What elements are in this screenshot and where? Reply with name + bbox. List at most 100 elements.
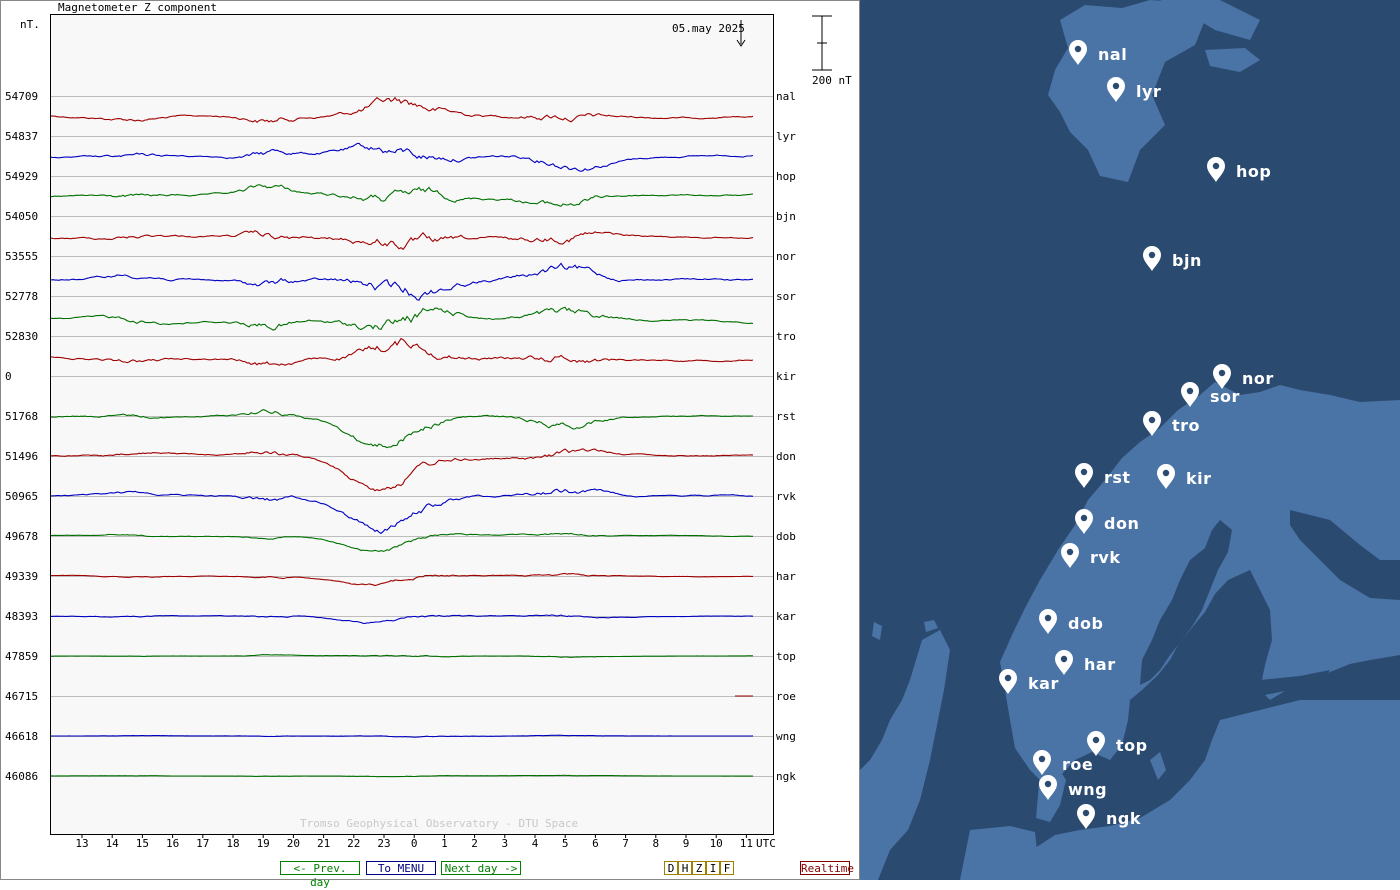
scale-bar-label: 200 nT — [812, 74, 852, 87]
map-pin-icon — [1039, 775, 1057, 800]
map-pin-icon — [1143, 246, 1161, 271]
baseline-label-nor: 53555 — [5, 250, 38, 263]
map-pin-hole — [1148, 416, 1156, 424]
station-marker-ngk[interactable]: ngk — [1077, 804, 1141, 829]
map-pin-icon — [1075, 463, 1093, 488]
x-tick-label-22: 22 — [347, 837, 360, 850]
station-map-label-sor: sor — [1210, 387, 1240, 406]
trace-hop — [50, 184, 754, 207]
gulf-of-finland — [1220, 670, 1330, 700]
station-map: nal lyr hop bjn nor sor tro rst kir don rvk dob har k… — [860, 0, 1400, 880]
plot-frame — [50, 14, 774, 835]
baseline-label-roe: 46715 — [5, 690, 38, 703]
station-label-kir: kir — [776, 370, 796, 383]
date-arrow — [736, 20, 746, 47]
station-marker-sor[interactable]: sor — [1181, 382, 1240, 407]
x-tick-label-3: 3 — [501, 837, 508, 850]
scale-bar — [812, 15, 832, 71]
station-marker-tro[interactable]: tro — [1143, 411, 1200, 436]
station-marker-wng[interactable]: wng — [1039, 775, 1107, 800]
baseline-label-hop: 54929 — [5, 170, 38, 183]
x-tick-label-5: 5 — [562, 837, 569, 850]
station-marker-nal[interactable]: nal — [1069, 40, 1127, 65]
station-label-nal: nal — [776, 90, 796, 103]
trace-dob — [50, 532, 753, 552]
station-label-dob: dob — [776, 530, 796, 543]
station-map-label-bjn: bjn — [1172, 251, 1202, 270]
station-marker-rvk[interactable]: rvk — [1061, 543, 1120, 568]
map-pin-icon — [999, 669, 1017, 694]
station-marker-lyr[interactable]: lyr — [1107, 77, 1161, 102]
map-pin-hole — [1038, 755, 1046, 763]
station-marker-roe[interactable]: roe — [1033, 750, 1093, 775]
chart-title: Magnetometer Z component — [58, 1, 217, 14]
station-label-har: har — [776, 570, 796, 583]
station-marker-bjn[interactable]: bjn — [1143, 246, 1202, 271]
map-pin-icon — [1143, 411, 1161, 436]
baseline-label-don: 51496 — [5, 450, 38, 463]
station-marker-top[interactable]: top — [1087, 731, 1148, 756]
great-britain — [860, 630, 950, 880]
x-tick-label-21: 21 — [317, 837, 330, 850]
x-tick-label-7: 7 — [622, 837, 629, 850]
map-pin-hole — [1044, 780, 1052, 788]
station-marker-kar[interactable]: kar — [999, 669, 1059, 694]
map-pin-hole — [1148, 251, 1156, 259]
baseline-label-tro: 52830 — [5, 330, 38, 343]
watermark: Tromso Geophysical Observatory - DTU Spa… — [300, 817, 578, 830]
component-i-button[interactable]: I — [706, 861, 720, 875]
station-map-label-hop: hop — [1236, 162, 1271, 181]
next-day-button[interactable]: Next day -> — [441, 861, 521, 875]
baseline-label-wng: 46618 — [5, 730, 38, 743]
x-tick-label-13: 13 — [75, 837, 88, 850]
map-pin-hole — [1218, 369, 1226, 377]
station-marker-har[interactable]: har — [1055, 650, 1116, 675]
station-marker-dob[interactable]: dob — [1039, 609, 1103, 634]
station-label-tro: tro — [776, 330, 796, 343]
map-pin-icon — [1061, 543, 1079, 568]
realtime-button[interactable]: Realtime — [800, 861, 854, 875]
station-map-label-rst: rst — [1104, 468, 1131, 487]
station-map-label-tro: tro — [1172, 416, 1200, 435]
map-pin-icon — [1213, 364, 1231, 389]
station-map-label-top: top — [1116, 736, 1148, 755]
x-tick-label-11: 11 — [740, 837, 753, 850]
x-tick-label-19: 19 — [257, 837, 270, 850]
station-label-bjn: bjn — [776, 210, 796, 223]
x-tick-label-14: 14 — [106, 837, 120, 850]
station-label-nor: nor — [776, 250, 796, 263]
station-label-roe: roe — [776, 690, 796, 703]
map-pin-hole — [1162, 469, 1170, 477]
station-map-label-lyr: lyr — [1136, 82, 1161, 101]
x-tick-label-18: 18 — [226, 837, 239, 850]
trace-don — [51, 448, 754, 492]
map-pin-icon — [1075, 509, 1093, 534]
baseline-label-rvk: 50965 — [5, 490, 38, 503]
station-marker-kir[interactable]: kir — [1157, 464, 1212, 489]
baseline-label-kir: 0 — [5, 370, 12, 383]
station-label-rst: rst — [776, 410, 796, 423]
station-marker-don[interactable]: don — [1075, 509, 1139, 534]
component-f-button[interactable]: F — [720, 861, 734, 875]
trace-wng — [51, 734, 754, 738]
y-axis-unit: nT. — [20, 18, 40, 31]
svalbard-landmass — [1048, 0, 1205, 182]
station-marker-hop[interactable]: hop — [1207, 157, 1271, 182]
map-pin-hole — [1080, 468, 1088, 476]
component-z-button[interactable]: Z — [692, 861, 706, 875]
component-h-button[interactable]: H — [678, 861, 692, 875]
map-pin-hole — [1082, 809, 1090, 817]
station-marker-nor[interactable]: nor — [1213, 364, 1274, 389]
map-pin-hole — [1074, 45, 1082, 53]
map-pin-icon — [1181, 382, 1199, 407]
station-marker-rst[interactable]: rst — [1075, 463, 1131, 488]
baseline-label-dob: 49678 — [5, 530, 38, 543]
trace-top — [51, 654, 753, 658]
component-d-button[interactable]: D — [664, 861, 678, 875]
prev-day-button[interactable]: <- Prev. day — [280, 861, 360, 889]
to-menu-button[interactable]: To MENU — [366, 861, 436, 875]
station-label-don: don — [776, 450, 796, 463]
map-pin-hole — [1080, 514, 1088, 522]
map-pin-icon — [1157, 464, 1175, 489]
